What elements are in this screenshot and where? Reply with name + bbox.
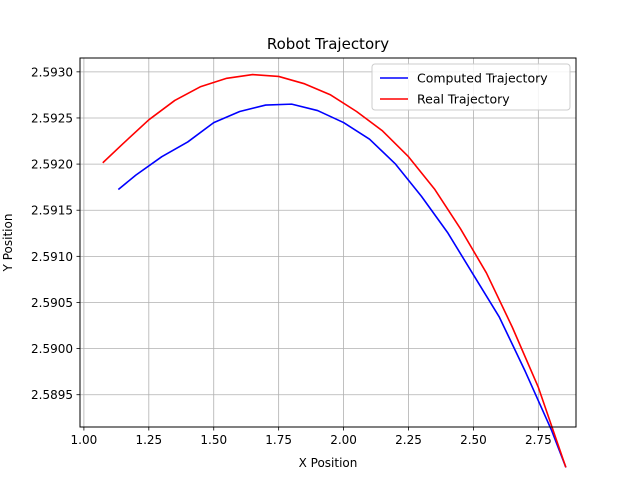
legend-box bbox=[371, 63, 571, 111]
y-tick-label: 2.5910 bbox=[31, 250, 73, 264]
legend-label-1: Real Trajectory bbox=[417, 92, 510, 107]
x-tick-label: 1.00 bbox=[71, 433, 98, 447]
chart-title: Robot Trajectory bbox=[267, 35, 389, 53]
y-tick-label: 2.5900 bbox=[31, 342, 73, 356]
x-tick-label: 1.25 bbox=[135, 433, 162, 447]
series-line-1 bbox=[102, 73, 567, 468]
y-tick-label: 2.5915 bbox=[31, 204, 73, 218]
grid bbox=[80, 58, 576, 427]
x-tick-label: 1.50 bbox=[200, 433, 227, 447]
x-tick-label: 2.75 bbox=[525, 433, 552, 447]
x-tick-label: 2.25 bbox=[395, 433, 422, 447]
y-axis-label: Y Position bbox=[1, 214, 15, 273]
y-tick-label: 2.5930 bbox=[31, 65, 73, 79]
y-tick-label: 2.5895 bbox=[31, 388, 73, 402]
legend-label-0: Computed Trajectory bbox=[417, 71, 548, 86]
legend: Computed Trajectory Real Trajectory bbox=[371, 63, 571, 111]
series-layer bbox=[102, 73, 567, 468]
x-tick-label: 2.00 bbox=[330, 433, 357, 447]
x-axis-label: X Position bbox=[299, 456, 358, 470]
y-tick-label: 2.5920 bbox=[31, 158, 73, 172]
plot-frame bbox=[79, 57, 577, 428]
series-line-0 bbox=[117, 103, 567, 468]
x-tick-label: 2.50 bbox=[460, 433, 487, 447]
x-tick-label: 1.75 bbox=[265, 433, 292, 447]
y-tick-label: 2.5925 bbox=[31, 111, 73, 125]
ticks: 1.00 1.25 1.50 1.75 2.00 2.25 2.50 2.75 2.5895 2.… bbox=[31, 65, 552, 447]
y-tick-label: 2.5905 bbox=[31, 296, 73, 310]
